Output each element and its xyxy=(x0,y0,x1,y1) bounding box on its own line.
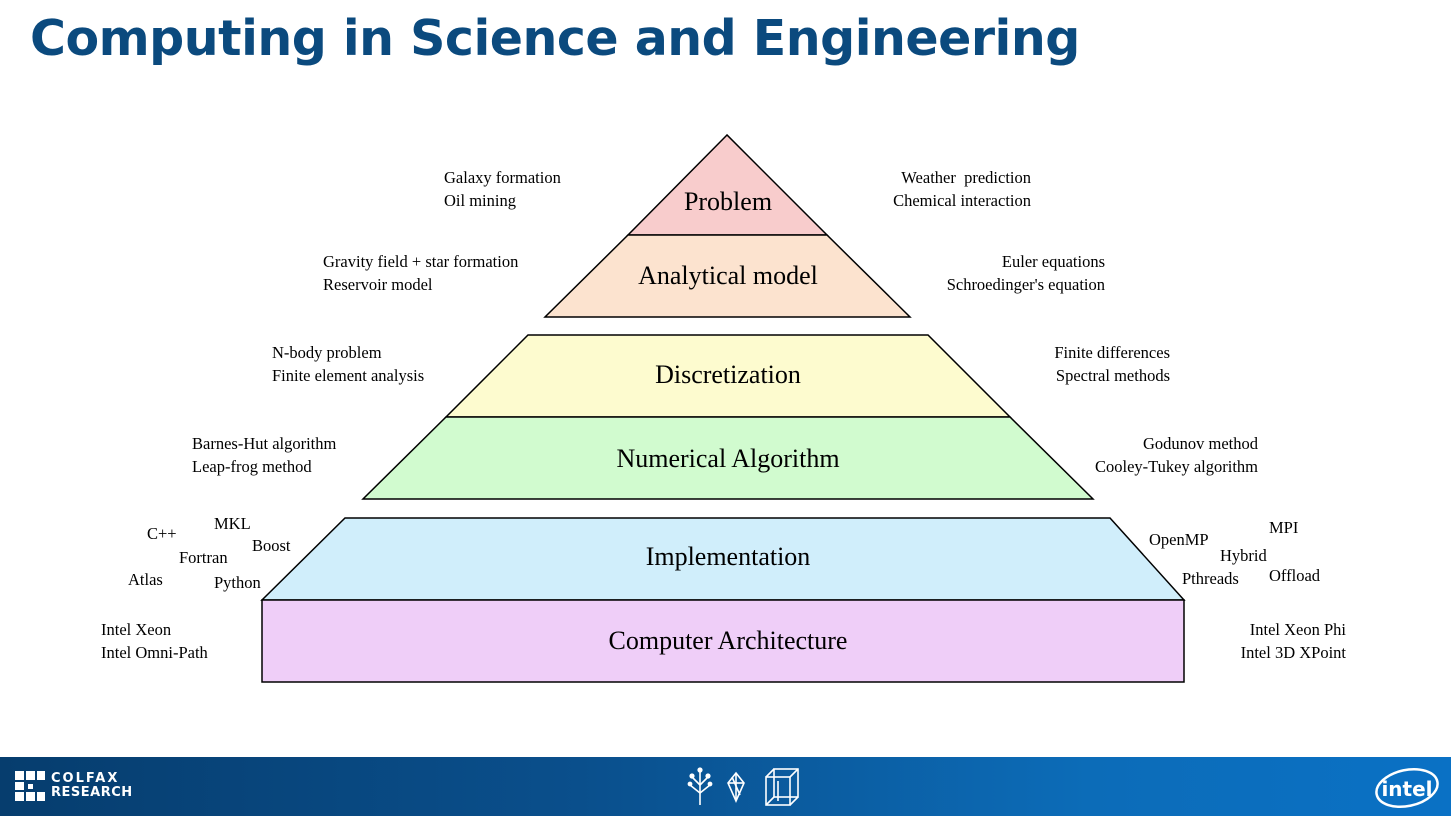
architecture-examples-right: Intel Xeon Phi Intel 3D XPoint xyxy=(1241,618,1346,664)
note-line: Leap-frog method xyxy=(192,457,312,476)
tool-cpp: C++ xyxy=(147,524,177,543)
note-line: Spectral methods xyxy=(1055,366,1170,385)
note-line: Intel Omni-Path xyxy=(101,643,208,662)
intel-logo-text: intel xyxy=(1381,777,1432,801)
tool-offload: Offload xyxy=(1269,566,1321,585)
layer-computer-architecture xyxy=(261,599,1185,683)
note-line: Reservoir model xyxy=(323,275,433,294)
note-line: Godunov method xyxy=(1142,434,1258,453)
tool-pthreads: Pthreads xyxy=(1182,569,1239,588)
colfax-mark-icon xyxy=(15,771,45,801)
tool-openmp: OpenMP xyxy=(1149,530,1209,549)
note-line: Cooley-Tukey algorithm xyxy=(1094,457,1258,476)
layer-analytical-model xyxy=(543,234,912,318)
note-line: Intel 3D XPoint xyxy=(1240,643,1346,662)
tool-mkl: MKL xyxy=(214,514,251,533)
note-line: Intel Xeon Phi xyxy=(1249,620,1346,639)
crystal-icon xyxy=(727,771,745,803)
cube-frame-icon xyxy=(765,768,799,806)
layer-label-discretization: Discretization xyxy=(655,360,801,389)
intel-logo: intel xyxy=(1375,768,1439,808)
numerical-examples-right: Godunov method Cooley-Tukey algorithm xyxy=(1095,432,1258,478)
layer-problem xyxy=(626,133,829,236)
pyramid-diagram: Problem Analytical model Discretization … xyxy=(260,133,1186,683)
numerical-examples-left: Barnes-Hut algorithm Leap-frog method xyxy=(192,432,336,478)
note-line: Intel Xeon xyxy=(101,620,172,639)
center-icons xyxy=(687,767,799,806)
note-line: Galaxy formation xyxy=(444,168,561,187)
slide-title: Computing in Science and Engineering xyxy=(30,10,1080,67)
tool-mpi: MPI xyxy=(1269,518,1299,537)
note-line: Finite element analysis xyxy=(272,366,425,385)
analytical-examples-right: Euler equations Schroedinger's equation xyxy=(947,250,1105,296)
tool-python: Python xyxy=(214,573,261,592)
note-line: Weather prediction xyxy=(901,168,1031,187)
research-name: RESEARCH xyxy=(51,785,133,800)
note-line: Gravity field + star formation xyxy=(323,252,519,271)
note-line: N-body problem xyxy=(272,343,382,362)
note-line: Chemical interaction xyxy=(893,191,1031,210)
note-line: Euler equations xyxy=(1001,252,1105,271)
layer-label-numerical-algorithm: Numerical Algorithm xyxy=(616,444,839,473)
layer-label-computer-architecture: Computer Architecture xyxy=(609,626,848,655)
colfax-research-logo: COLFAX RESEARCH xyxy=(15,771,133,801)
note-line: Barnes-Hut algorithm xyxy=(192,434,337,453)
tool-atlas: Atlas xyxy=(128,570,163,589)
note-line: Finite differences xyxy=(1054,343,1170,362)
discretization-examples-right: Finite differences Spectral methods xyxy=(1054,341,1170,387)
note-line: Oil mining xyxy=(444,191,516,210)
analytical-examples-left: Gravity field + star formation Reservoir… xyxy=(323,250,518,296)
layer-label-implementation: Implementation xyxy=(646,542,811,571)
discretization-examples-left: N-body problem Finite element analysis xyxy=(272,341,424,387)
layer-numerical-algorithm xyxy=(361,416,1095,500)
layer-label-problem: Problem xyxy=(684,187,772,216)
tool-fortran: Fortran xyxy=(179,548,228,567)
colfax-name: COLFAX xyxy=(51,771,120,786)
layer-label-analytical-model: Analytical model xyxy=(638,261,818,290)
footer-bar: COLFAX RESEARCH xyxy=(0,757,1451,816)
tree-icon xyxy=(687,767,713,805)
problem-examples-right: Weather prediction Chemical interaction xyxy=(893,166,1031,212)
tool-hybrid: Hybrid xyxy=(1220,546,1267,565)
problem-examples-left: Galaxy formation Oil mining xyxy=(444,166,561,212)
architecture-examples-left: Intel Xeon Intel Omni-Path xyxy=(101,618,208,664)
tool-boost: Boost xyxy=(252,536,291,555)
note-line: Schroedinger's equation xyxy=(946,275,1105,294)
